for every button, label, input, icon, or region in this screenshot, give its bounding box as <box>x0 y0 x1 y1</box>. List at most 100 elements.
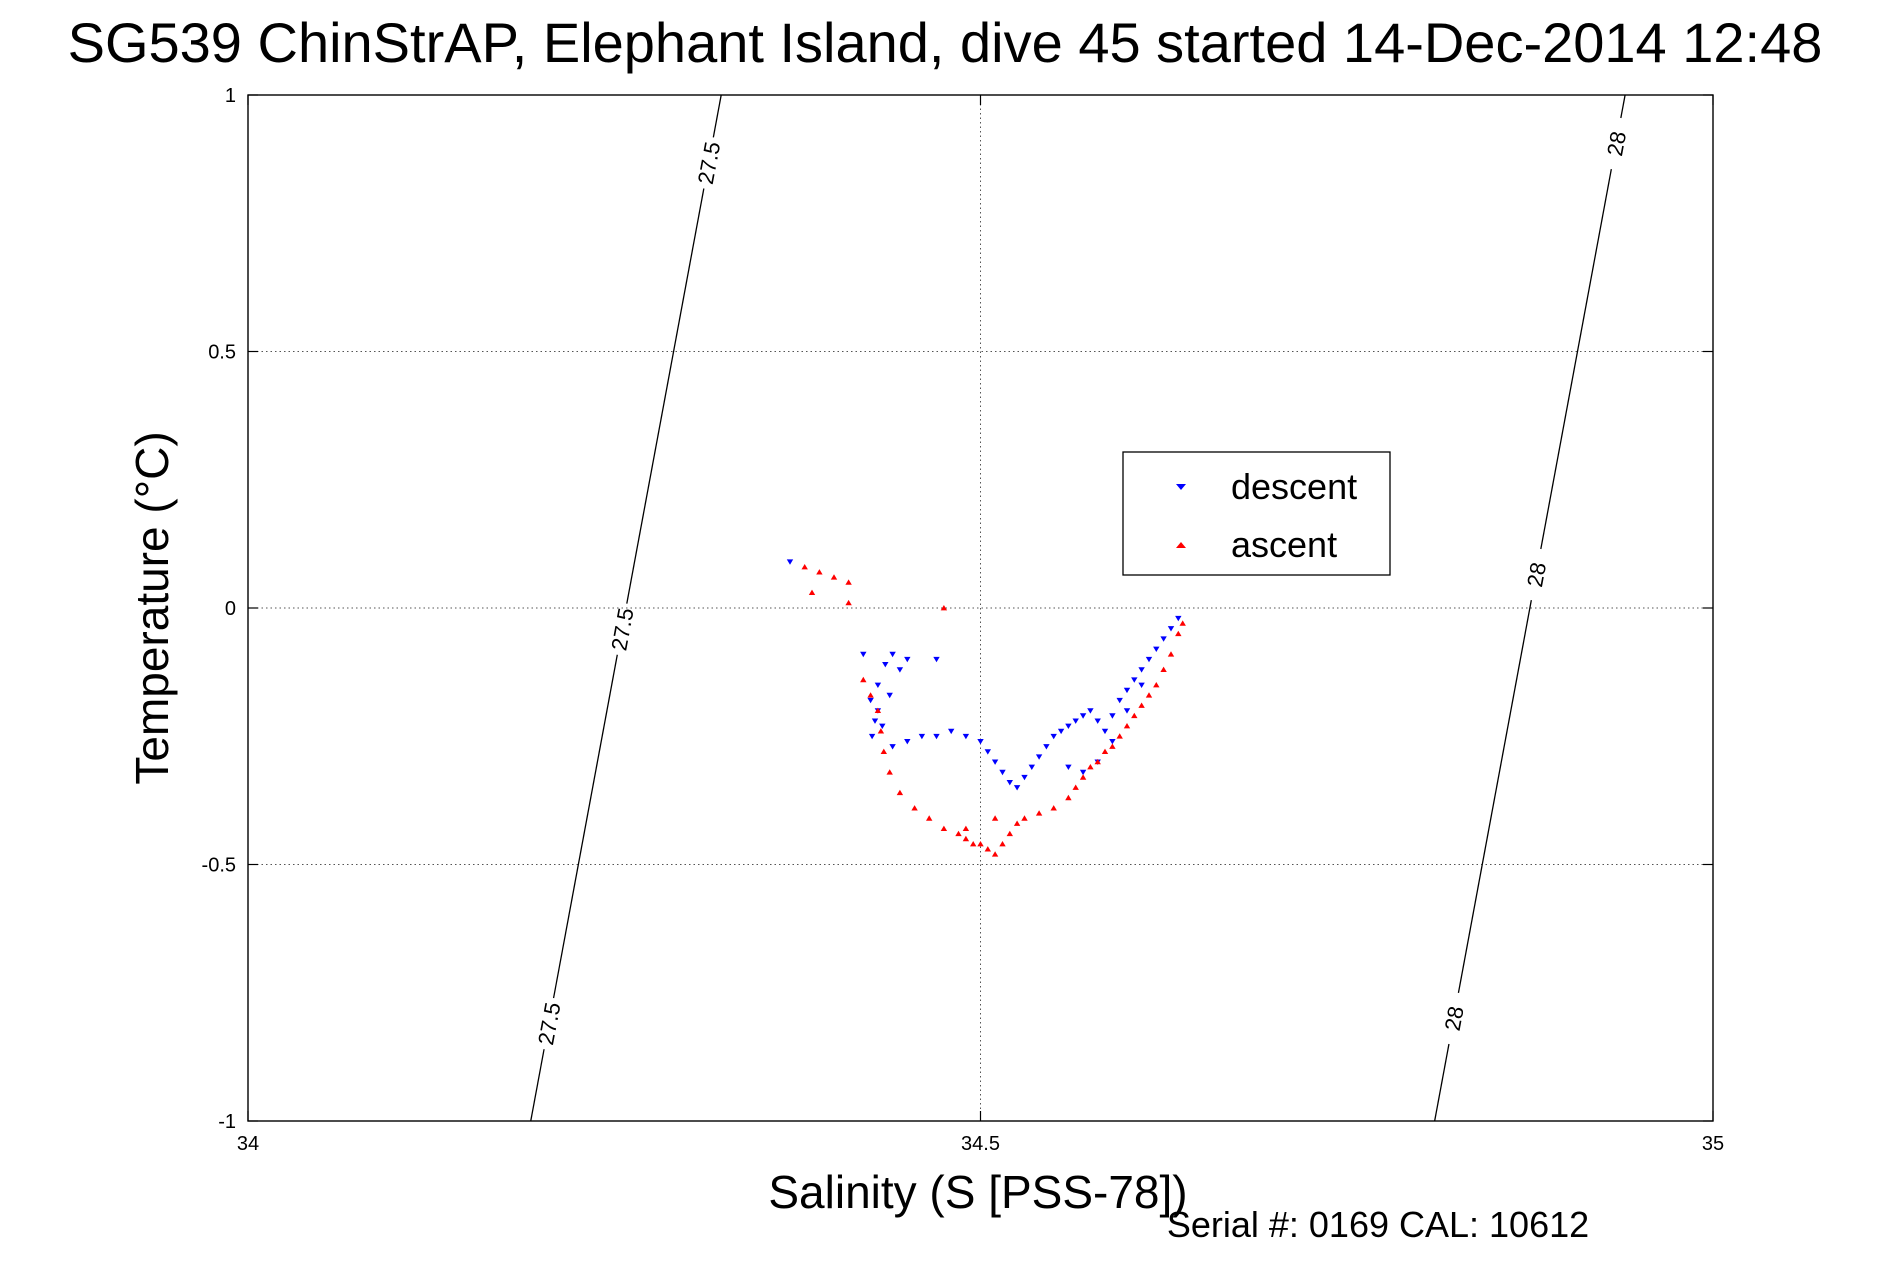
ascent-point <box>1050 805 1057 811</box>
ascent-point <box>1065 794 1072 801</box>
x-axis-label: Salinity (S [PSS-78]) <box>768 1166 1187 1218</box>
descent-point <box>1057 728 1065 735</box>
ascent-point <box>1013 820 1021 826</box>
descent-point <box>1028 764 1035 770</box>
ascent-point <box>1179 620 1186 626</box>
descent-point <box>1094 718 1101 724</box>
ascent-point <box>1109 743 1116 749</box>
isopycnal-line-segment <box>626 188 705 604</box>
ascent-point <box>886 769 893 775</box>
descent-point <box>868 733 876 740</box>
ascent-point <box>955 830 962 837</box>
legend-marker-ascent <box>1176 542 1186 548</box>
descent-point <box>991 759 999 765</box>
ascent-point <box>962 825 970 831</box>
descent-point <box>1167 626 1175 632</box>
descent-point <box>1109 739 1116 745</box>
descent-point <box>999 769 1006 776</box>
ascent-point <box>1138 702 1145 708</box>
ascent-point <box>991 815 999 821</box>
descent-point <box>874 682 882 688</box>
y-tick-label: 0.5 <box>208 342 236 364</box>
legend-label-ascent: ascent <box>1231 524 1337 565</box>
descent-point <box>918 733 926 740</box>
ascent-point <box>1072 784 1079 790</box>
ascent-point <box>911 805 918 811</box>
descent-point <box>889 651 896 658</box>
ascent-point <box>845 579 852 585</box>
descent-point <box>1065 764 1072 770</box>
isopycnal-line-segment <box>1434 1043 1450 1122</box>
isopycnal-line-segment <box>712 94 722 138</box>
descent-point <box>860 651 867 658</box>
ascent-point <box>991 851 999 857</box>
isopycnal-line-segment <box>530 1049 545 1122</box>
descent-point <box>933 656 940 663</box>
descent-point <box>1160 636 1167 642</box>
ascent-point <box>984 846 991 852</box>
isopycnal-line-segment <box>1540 169 1612 550</box>
grid-layer <box>248 95 1713 1121</box>
ascent-point <box>808 589 816 595</box>
legend-box <box>1122 451 1391 576</box>
y-tick-label: -0.5 <box>202 855 236 877</box>
ascent-point <box>874 707 882 713</box>
descent-point <box>1109 713 1116 719</box>
ascent-point <box>1123 723 1131 729</box>
descent-point <box>867 697 874 704</box>
ascent-point <box>940 825 948 831</box>
descent-point <box>879 723 886 729</box>
ascent-point <box>1153 682 1160 688</box>
ascent-point <box>816 569 823 575</box>
ascent-point <box>801 564 808 570</box>
y-tick-label: 0 <box>225 598 236 620</box>
descent-point <box>886 692 893 699</box>
ascent-point <box>962 835 970 842</box>
descent-point <box>1043 744 1050 750</box>
y-axis-label: Temperature (°C) <box>126 431 178 784</box>
footer-serial-cal: Serial #: 0169 CAL: 10612 <box>1167 1204 1589 1245</box>
ascent-point <box>1021 815 1028 821</box>
descent-point <box>1065 723 1072 729</box>
ascent-point <box>880 748 887 754</box>
isopycnal-line-segment <box>1620 94 1626 119</box>
ascent-point <box>1145 692 1153 698</box>
ascent-point <box>926 815 933 821</box>
descent-point <box>882 662 889 668</box>
isopycnal-line-segment <box>552 654 618 999</box>
descent-point <box>1116 697 1123 704</box>
ascent-point <box>1087 764 1094 770</box>
descent-point <box>1138 682 1145 688</box>
descent-point <box>1006 780 1013 786</box>
series-layer <box>786 559 1186 857</box>
descent-point <box>1021 774 1028 781</box>
ascent-point <box>1175 630 1182 637</box>
ascent-point <box>877 728 885 734</box>
descent-point <box>1138 667 1145 673</box>
descent-point <box>1035 754 1043 760</box>
ascent-point <box>999 841 1006 847</box>
isopycnal-label: 28 <box>1602 129 1631 158</box>
legend-label-descent: descent <box>1231 466 1357 507</box>
ascent-point <box>970 841 977 847</box>
ascent-point <box>830 574 838 580</box>
descent-point <box>1101 728 1109 735</box>
ascent-point <box>977 841 984 847</box>
descent-point <box>1013 785 1021 791</box>
series-ascent <box>801 564 1186 857</box>
descent-point <box>1123 687 1131 694</box>
ascent-point <box>1035 810 1043 816</box>
descent-point <box>984 749 991 755</box>
ascent-point <box>1116 733 1123 739</box>
descent-point <box>1079 769 1087 776</box>
series-descent <box>786 559 1182 791</box>
descent-point <box>1050 733 1057 740</box>
ascent-point <box>1101 748 1109 754</box>
ascent-point <box>1131 712 1138 719</box>
ascent-point <box>940 605 948 611</box>
legend-marker-descent <box>1176 484 1186 490</box>
y-tick-label: 1 <box>225 85 236 107</box>
y-tick-label: -1 <box>218 1111 236 1133</box>
ascent-point <box>1006 830 1013 837</box>
